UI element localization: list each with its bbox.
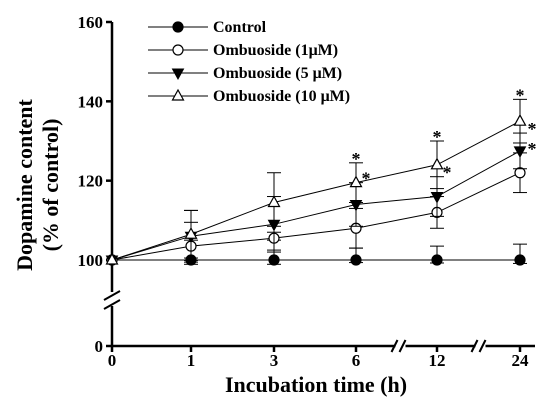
legend-label: Control xyxy=(213,19,267,36)
data-point xyxy=(172,21,184,33)
y-tick-label: 160 xyxy=(78,13,104,32)
x-axis-break-mark xyxy=(478,339,487,353)
data-point xyxy=(431,254,443,266)
data-point xyxy=(430,157,444,170)
series-line xyxy=(111,172,521,261)
data-point xyxy=(349,175,363,188)
y-axis-break-mark xyxy=(103,299,121,310)
x-tick-label: 24 xyxy=(512,351,530,370)
data-point xyxy=(514,254,526,266)
legend-item: Ombuoside (1μM) xyxy=(148,42,338,59)
data-point xyxy=(172,44,184,56)
x-axis-break-mark xyxy=(470,339,479,353)
x-tick-label: 3 xyxy=(270,351,279,370)
y-tick-label: 0 xyxy=(95,337,104,356)
data-point xyxy=(513,146,527,158)
x-tick-label: 12 xyxy=(429,351,446,370)
significance-marker: * xyxy=(443,163,452,183)
significance-marker: * xyxy=(362,169,371,189)
data-point xyxy=(513,113,527,126)
series-2: * xyxy=(106,139,537,266)
data-point xyxy=(350,254,362,266)
series-line xyxy=(111,150,521,261)
x-tick-label: 6 xyxy=(352,351,361,370)
series-1 xyxy=(106,239,527,266)
x-axis-break-mark xyxy=(390,339,399,353)
data-point xyxy=(171,88,185,101)
data-point xyxy=(184,226,198,239)
data-point xyxy=(430,192,444,204)
legend-item: Ombuoside (10 μM) xyxy=(148,88,350,105)
legend-label: Ombuoside (5 μM) xyxy=(213,65,342,82)
x-axis-title: Incubation time (h) xyxy=(225,372,407,397)
y-axis-title-line1: Dopamine content xyxy=(12,98,37,270)
significance-marker: * xyxy=(433,127,442,147)
data-point xyxy=(171,68,185,81)
legend-label: Ombuoside (1μM) xyxy=(213,42,338,59)
y-tick-label: 120 xyxy=(78,172,104,191)
y-tick-label: 100 xyxy=(78,251,104,270)
legend-label: Ombuoside (10 μM) xyxy=(213,88,350,105)
y-axis-title-line2: (% of control) xyxy=(38,119,63,252)
significance-marker: * xyxy=(352,149,361,169)
data-point xyxy=(105,252,119,265)
series-line xyxy=(111,120,521,261)
y-tick-label: 140 xyxy=(78,92,104,111)
x-tick-label: 0 xyxy=(108,351,117,370)
y-axis-break-mark xyxy=(103,290,121,301)
x-axis-break-mark xyxy=(398,339,407,353)
data-point xyxy=(267,195,281,208)
legend: Control Ombuoside (1μM) Ombuoside (5 μM) Om… xyxy=(148,19,350,105)
series-4: *** xyxy=(105,85,527,265)
series-3: * ** xyxy=(105,119,537,268)
series-layer: ** ***** xyxy=(105,85,537,268)
x-tick-label: 1 xyxy=(187,351,196,370)
legend-item: Ombuoside (5 μM) xyxy=(148,65,342,82)
data-point xyxy=(268,254,280,266)
significance-marker: * xyxy=(528,139,537,159)
significance-marker: * xyxy=(516,85,525,105)
legend-item: Control xyxy=(148,19,267,36)
significance-marker: * xyxy=(528,119,537,139)
